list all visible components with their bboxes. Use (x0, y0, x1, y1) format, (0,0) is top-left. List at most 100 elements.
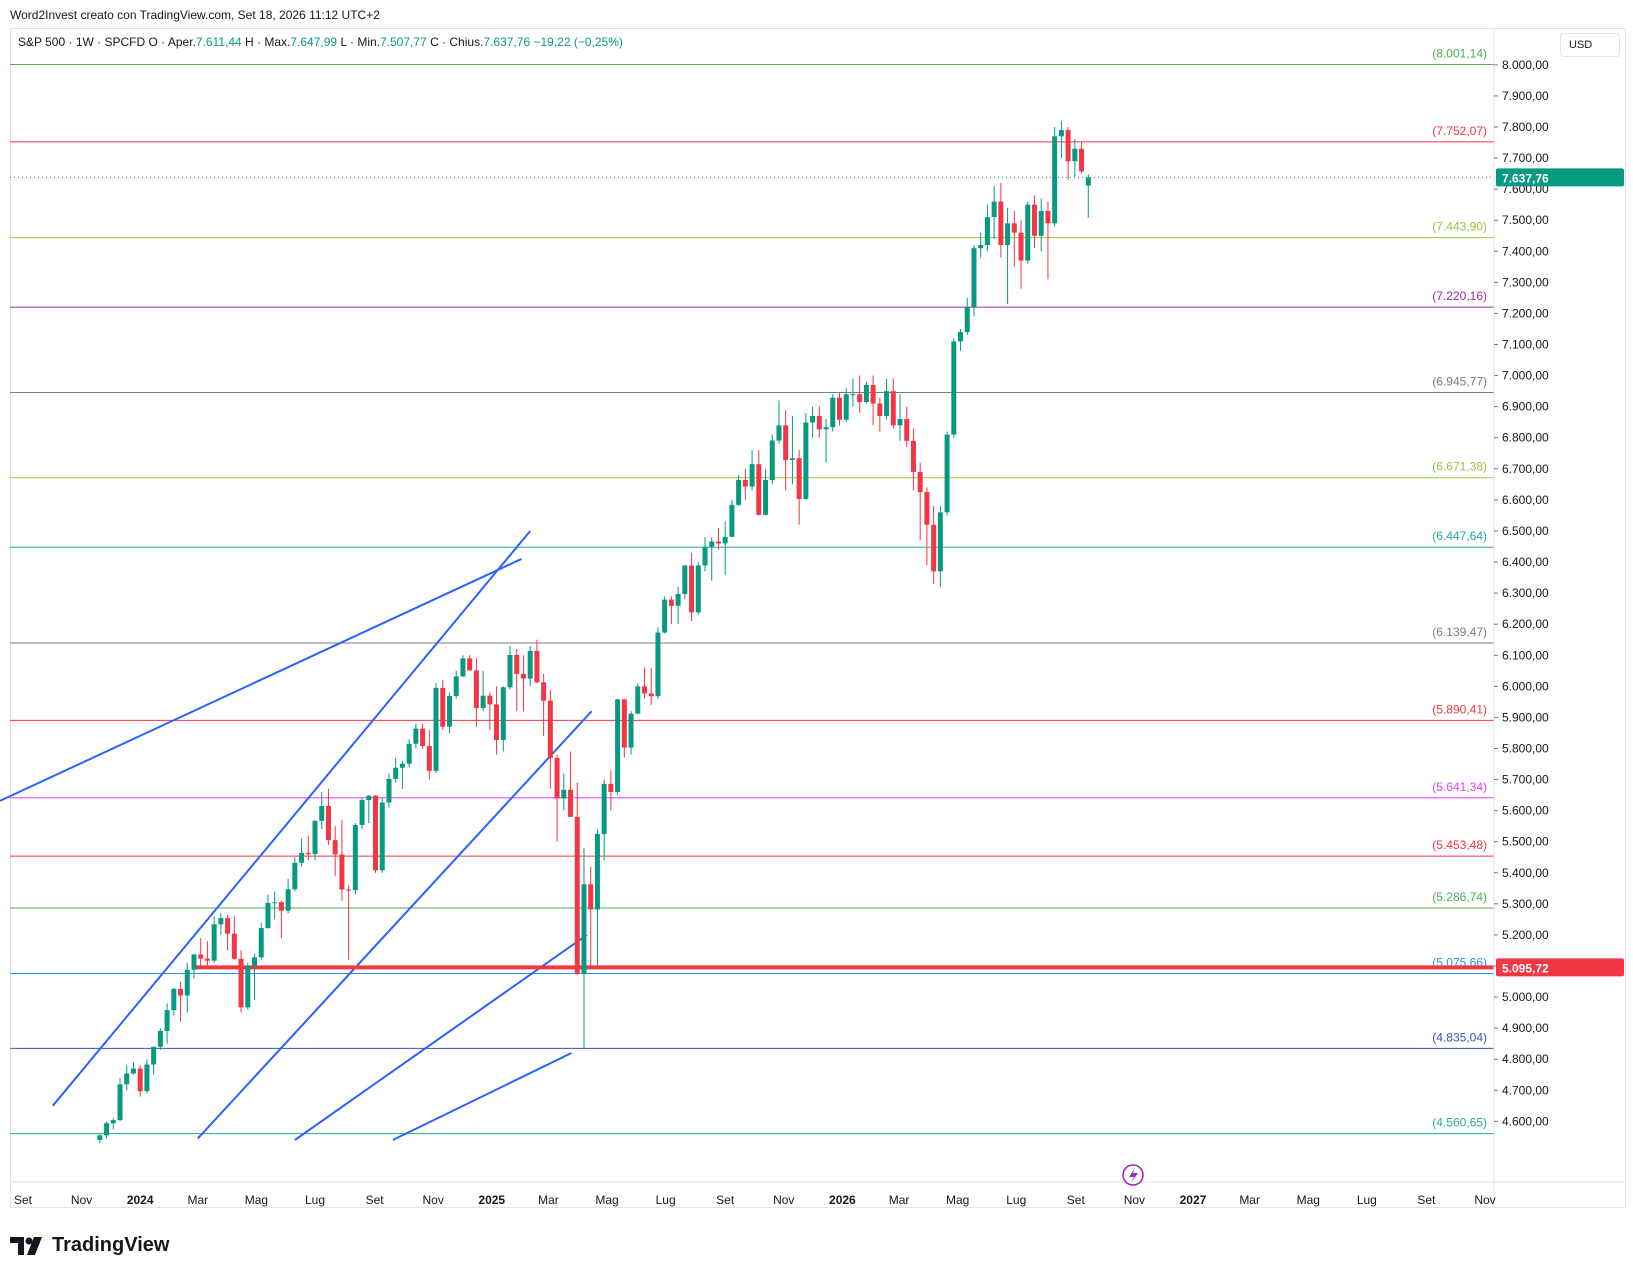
candle (534, 639, 540, 684)
candle (312, 819, 318, 861)
candle (931, 506, 937, 584)
trend-line (392, 1052, 572, 1141)
candle-body (1031, 204, 1037, 236)
candle (1072, 139, 1078, 177)
candle-body (231, 933, 237, 959)
candle (769, 434, 775, 485)
candle (561, 773, 567, 811)
candle (1052, 127, 1058, 227)
candle-body (473, 670, 479, 709)
candle (554, 754, 560, 842)
candle (151, 1046, 157, 1075)
candle-body (258, 928, 264, 958)
candle-body (769, 440, 775, 480)
candle (917, 462, 923, 541)
time-tick-label: Mar (187, 1193, 208, 1207)
candle-body (204, 958, 210, 961)
price-tick-label: 4.900,00 (1502, 1021, 1549, 1035)
tradingview-logo[interactable]: TradingView (10, 1234, 169, 1257)
candle-body (884, 391, 890, 416)
candle-body (164, 1010, 170, 1031)
candle-body (426, 745, 432, 771)
price-tick-label: 5.400,00 (1502, 866, 1549, 880)
candle (756, 450, 762, 516)
candle-body (823, 427, 829, 430)
candle-body (709, 541, 715, 547)
candle (964, 297, 970, 336)
candle-body (581, 884, 587, 975)
candle-body (655, 632, 661, 697)
candle-body (500, 687, 506, 741)
candle-body (998, 201, 1004, 246)
candle (238, 950, 244, 1013)
candle (742, 468, 748, 500)
candle (601, 779, 607, 861)
candle (668, 596, 674, 625)
candle (803, 412, 809, 500)
candle (278, 900, 284, 939)
candle (682, 565, 688, 600)
ohlc-legend: S&P 500 · 1W · SPCFD O · Aper.7.611,44 H… (18, 35, 623, 49)
time-tick-label: Mag (595, 1193, 618, 1207)
support-price-tag-bg (1496, 958, 1624, 977)
candle-body (682, 565, 688, 595)
candle-body (870, 384, 876, 404)
time-tick-label: Mag (245, 1193, 268, 1207)
candle (588, 866, 594, 966)
price-tick-label: 7.800,00 (1502, 120, 1549, 134)
time-tick-label: Set (716, 1193, 735, 1207)
candle (991, 186, 997, 239)
candle-body (1025, 204, 1031, 261)
candle-body (1065, 130, 1071, 162)
time-tick-label: 2025 (478, 1193, 505, 1207)
candle-body (534, 650, 540, 683)
candle (1058, 120, 1064, 159)
candle-body (393, 767, 399, 779)
candle (393, 757, 399, 783)
candle (884, 378, 890, 420)
level-label: (5.453,48) (1432, 838, 1487, 852)
price-tick-label: 6.200,00 (1502, 617, 1549, 631)
candle-body (460, 658, 466, 677)
candle (157, 1028, 163, 1050)
candle (877, 397, 883, 432)
candle-body (433, 687, 439, 771)
low-label: L · Min. (340, 35, 380, 49)
candle-body (1058, 130, 1064, 137)
price-tick-label: 4.600,00 (1502, 1114, 1549, 1128)
candle (1031, 195, 1037, 249)
candle (689, 552, 695, 622)
time-tick-label: Nov (422, 1193, 443, 1207)
candle (346, 885, 352, 960)
price-tick-label: 5.900,00 (1502, 710, 1549, 724)
candle-body (594, 833, 600, 910)
price-tick-label: 6.500,00 (1502, 524, 1549, 538)
candle (467, 655, 473, 671)
candle-body (406, 743, 412, 764)
candle-body (964, 307, 970, 333)
candle (325, 788, 331, 845)
candle (608, 770, 614, 811)
candle-body (810, 415, 816, 423)
level-label: (5.286,74) (1432, 890, 1487, 904)
candle-body (978, 245, 984, 249)
candle-body (648, 693, 654, 697)
candle (130, 1062, 136, 1075)
candle (1011, 210, 1017, 267)
candle (729, 499, 735, 538)
trend-line (197, 710, 593, 1140)
symbol-label[interactable]: S&P 500 · 1W · SPCFD (18, 35, 146, 49)
candle (104, 1121, 110, 1139)
candle-body (830, 397, 836, 428)
candle (709, 537, 715, 581)
candle (1079, 142, 1085, 174)
currency-button[interactable]: USD (1560, 33, 1620, 57)
candle-body (440, 687, 446, 727)
candle-body (615, 699, 621, 792)
candle-body (292, 862, 298, 890)
candle-body (171, 988, 177, 1011)
candle-body (621, 699, 627, 748)
candle (695, 562, 701, 615)
price-tick-label: 7.900,00 (1502, 89, 1549, 103)
